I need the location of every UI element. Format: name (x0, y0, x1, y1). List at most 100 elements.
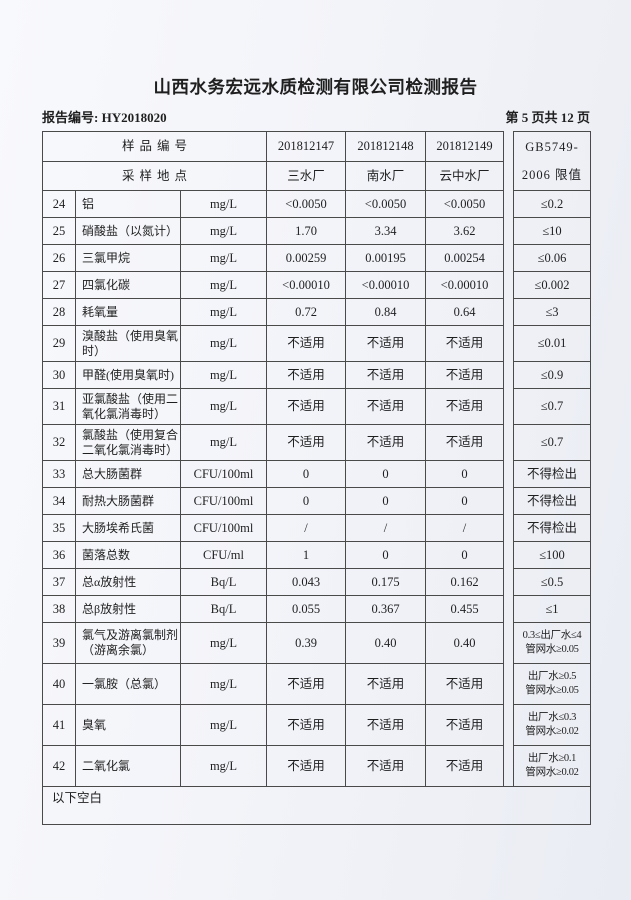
limit-cell: ≤0.5 (513, 568, 591, 596)
row-index-cell: 25 (42, 217, 76, 245)
value-cell: 0.162 (425, 568, 504, 596)
footer-note: 以下空白 (42, 786, 591, 825)
unit-cell: mg/L (180, 745, 267, 787)
row-index-cell: 29 (42, 325, 76, 362)
table-row: 27 四氯化碳 mg/L <0.00010 <0.00010 <0.00010 ≤0.002 (42, 271, 591, 299)
value-cell: 0.00254 (425, 244, 504, 272)
table-row: 35 大肠埃希氏菌 CFU/100ml / / / 不得检出 (42, 514, 591, 542)
unit-cell: mg/L (180, 622, 267, 664)
row-index-cell: 26 (42, 244, 76, 272)
value-cell: 0.00195 (345, 244, 426, 272)
limit-cell: ≤0.7 (513, 424, 591, 461)
unit-cell: mg/L (180, 361, 267, 389)
limit-cell: 出厂水≥0.1 管网水≥0.02 (513, 745, 591, 787)
row-index-cell: 34 (42, 487, 76, 515)
value-cell: 不适用 (345, 745, 426, 787)
value-cell: 不适用 (425, 663, 504, 705)
limit-cell: 0.3≤出厂水≤4 管网水≥0.05 (513, 622, 591, 664)
limit-cell: ≤0.7 (513, 388, 591, 425)
table-row: 41 臭氧 mg/L 不适用 不适用 不适用 出厂水≤0.3 管网水≥0.02 (42, 704, 591, 746)
value-cell: 不适用 (345, 704, 426, 746)
table-row: 39 氯气及游离氯制剂 （游离余氯） mg/L 0.39 0.40 0.40 0.3≤出厂水… (42, 622, 591, 664)
gap-spacer (503, 161, 514, 191)
table-row: 30 甲醛(使用臭氧时) mg/L 不适用 不适用 不适用 ≤0.9 (42, 361, 591, 389)
param-name-cell: 一氯胺（总氯） (75, 663, 181, 705)
row-index-cell: 39 (42, 622, 76, 664)
unit-cell: mg/L (180, 271, 267, 299)
row-index-cell: 42 (42, 745, 76, 787)
unit-cell: mg/L (180, 663, 267, 705)
param-name-cell: 甲醛(使用臭氧时) (75, 361, 181, 389)
param-name-cell: 铝 (75, 190, 181, 218)
location-1: 三水厂 (266, 161, 346, 191)
value-cell: 0.175 (345, 568, 426, 596)
table-row: 32 氯酸盐（使用复合 二氧化氯消毒时） mg/L 不适用 不适用 不适用 ≤0.7 (42, 424, 591, 461)
location-label: 采样地点 (42, 161, 267, 191)
gap-spacer (503, 568, 514, 596)
value-cell: <0.0050 (345, 190, 426, 218)
results-table: 样品编号 201812147 201812148 201812149 GB574… (42, 131, 591, 825)
param-name-cell: 臭氧 (75, 704, 181, 746)
unit-cell: mg/L (180, 217, 267, 245)
param-name-cell: 菌落总数 (75, 541, 181, 569)
limit-cell: ≤0.2 (513, 190, 591, 218)
unit-cell: mg/L (180, 704, 267, 746)
value-cell: 1.70 (266, 217, 346, 245)
value-cell: 0 (345, 541, 426, 569)
value-cell: 1 (266, 541, 346, 569)
unit-cell: CFU/100ml (180, 514, 267, 542)
value-cell: 不适用 (266, 704, 346, 746)
value-cell: 不适用 (266, 325, 346, 362)
row-index-cell: 32 (42, 424, 76, 461)
value-cell: 0.455 (425, 595, 504, 623)
value-cell: / (266, 514, 346, 542)
gap-spacer (503, 704, 514, 746)
value-cell: 不适用 (425, 745, 504, 787)
gap-spacer (503, 388, 514, 425)
gap-spacer (503, 595, 514, 623)
param-name-cell: 三氯甲烷 (75, 244, 181, 272)
value-cell: 0 (425, 487, 504, 515)
value-cell: 0.367 (345, 595, 426, 623)
limit-cell: ≤1 (513, 595, 591, 623)
gap-spacer (503, 190, 514, 218)
location-2: 南水厂 (345, 161, 426, 191)
value-cell: 0.055 (266, 595, 346, 623)
table-row: 29 溴酸盐（使用臭氧 时） mg/L 不适用 不适用 不适用 ≤0.01 (42, 325, 591, 362)
value-cell: 3.62 (425, 217, 504, 245)
row-index-cell: 35 (42, 514, 76, 542)
value-cell: 不适用 (425, 704, 504, 746)
table-row: 42 二氧化氯 mg/L 不适用 不适用 不适用 出厂水≥0.1 管网水≥0.02 (42, 745, 591, 787)
unit-cell: Bq/L (180, 568, 267, 596)
limit-cell: ≤100 (513, 541, 591, 569)
value-cell: 0.72 (266, 298, 346, 326)
unit-cell: Bq/L (180, 595, 267, 623)
unit-cell: mg/L (180, 325, 267, 362)
gap-spacer (503, 622, 514, 664)
unit-cell: CFU/100ml (180, 487, 267, 515)
value-cell: 0 (345, 487, 426, 515)
report-number: 报告编号: HY2018020 (42, 110, 167, 125)
table-row: 38 总β放射性 Bq/L 0.055 0.367 0.455 ≤1 (42, 595, 591, 623)
value-cell: 0.39 (266, 622, 346, 664)
param-name-cell: 四氯化碳 (75, 271, 181, 299)
footer-row: 以下空白 (42, 786, 591, 825)
param-name-cell: 硝酸盐（以氮计） (75, 217, 181, 245)
limit-cell: ≤0.002 (513, 271, 591, 299)
value-cell: 不适用 (345, 424, 426, 461)
value-cell: 不适用 (266, 361, 346, 389)
value-cell: 0.40 (345, 622, 426, 664)
value-cell: 不适用 (266, 388, 346, 425)
gap-spacer (503, 298, 514, 326)
value-cell: 0.84 (345, 298, 426, 326)
row-index-cell: 41 (42, 704, 76, 746)
table-foot: 以下空白 (42, 786, 591, 825)
limit-cell: 不得检出 (513, 487, 591, 515)
gap-spacer (503, 460, 514, 488)
param-name-cell: 氯酸盐（使用复合 二氧化氯消毒时） (75, 424, 181, 461)
row-index-cell: 38 (42, 595, 76, 623)
sample-id-label: 样品编号 (42, 131, 267, 162)
gap-spacer (503, 271, 514, 299)
unit-cell: CFU/ml (180, 541, 267, 569)
table-row: 37 总α放射性 Bq/L 0.043 0.175 0.162 ≤0.5 (42, 568, 591, 596)
